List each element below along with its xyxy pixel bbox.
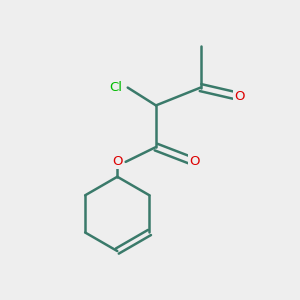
Text: O: O	[234, 90, 244, 103]
Text: O: O	[189, 155, 200, 168]
Text: O: O	[112, 155, 123, 168]
Text: Cl: Cl	[109, 81, 122, 94]
